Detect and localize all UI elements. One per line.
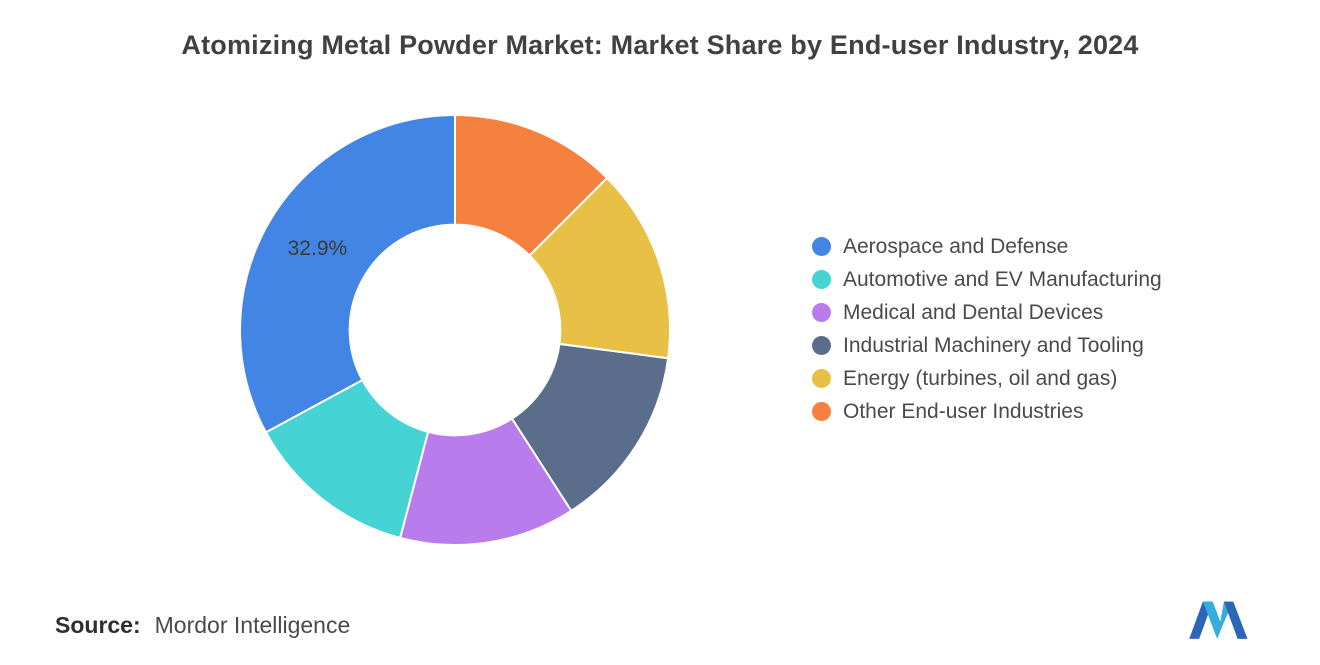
- legend-label: Energy (turbines, oil and gas): [843, 366, 1118, 390]
- legend-swatch: [812, 336, 831, 355]
- legend-item: Medical and Dental Devices: [812, 296, 1162, 329]
- chart-legend: Aerospace and Defense Automotive and EV M…: [812, 230, 1162, 428]
- legend-label: Automotive and EV Manufacturing: [843, 267, 1162, 291]
- legend-item: Energy (turbines, oil and gas): [812, 362, 1162, 395]
- legend-item: Other End-user Industries: [812, 395, 1162, 428]
- chart-title: Atomizing Metal Powder Market: Market Sh…: [181, 30, 1139, 60]
- mordor-intelligence-logo: [1189, 601, 1248, 639]
- legend-swatch: [812, 270, 831, 289]
- legend-item: Industrial Machinery and Tooling: [812, 329, 1162, 362]
- pie-slice: [239, 113, 456, 434]
- legend-label: Other End-user Industries: [843, 399, 1084, 423]
- legend-swatch: [812, 237, 831, 256]
- legend-label: Medical and Dental Devices: [843, 300, 1104, 324]
- pie-slice: [510, 342, 670, 513]
- legend-swatch: [812, 303, 831, 322]
- legend-swatch: [812, 402, 831, 421]
- slice-data-label: 32.9%: [288, 237, 348, 260]
- source-line: Source: Mordor Intelligence: [55, 612, 350, 639]
- legend-label: Aerospace and Defense: [843, 234, 1069, 258]
- pie-slice: [528, 176, 671, 360]
- legend-swatch: [812, 369, 831, 388]
- legend-label: Industrial Machinery and Tooling: [843, 333, 1144, 357]
- legend-item: Automotive and EV Manufacturing: [812, 263, 1162, 296]
- donut-chart: 32.9%: [225, 100, 685, 560]
- pie-slice: [454, 113, 609, 257]
- donut-chart-svg: 32.9%: [239, 113, 671, 546]
- legend-item: Aerospace and Defense: [812, 230, 1162, 263]
- source-label: Source:: [55, 612, 141, 638]
- source-value: Mordor Intelligence: [154, 612, 351, 638]
